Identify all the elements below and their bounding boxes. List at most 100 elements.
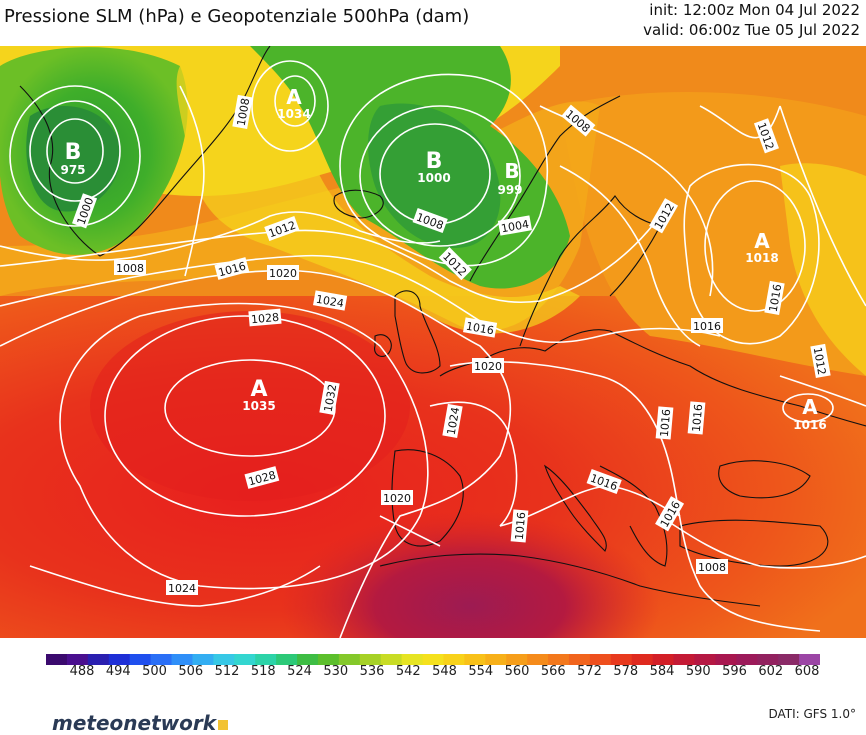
center-letter: B [504,159,519,183]
isobar-label: 1024 [442,403,463,438]
isobar-label-text: 1012 [811,346,829,376]
isobar-label: 1024 [166,580,198,595]
isobar-label: 1016 [764,280,785,315]
isobar-label: 1020 [267,265,299,280]
isobar-label: 1008 [232,94,253,129]
isobar-label: 1004 [497,215,532,236]
isobar-label-text: 1024 [315,293,345,311]
isobar-1018-russia [704,180,806,312]
isobar-label-text: 1016 [690,404,705,433]
logo-square-icon [218,720,229,730]
meteonetwork-logo: meteonetwork [52,711,229,735]
isobar-1032-greenland [274,75,316,127]
color-scale-swatch [506,654,528,665]
color-scale-swatch [422,654,444,665]
center-letter: A [754,229,770,253]
isobar-label-text: 1020 [383,492,411,505]
center-value: 1016 [793,418,826,432]
color-scale-swatch [527,654,549,665]
color-scale-swatch [778,654,800,665]
isobar-1028-greenland [251,60,329,152]
data-source: DATI: GFS 1.0° [768,707,856,721]
center-high-russia: A 1018 [745,229,778,265]
color-scale-swatch [485,654,507,665]
field-azores-core [90,311,410,501]
coast-black-sea [718,460,811,499]
color-scale-tick-label: 548 [432,664,457,679]
isobar-1000-greenland [9,85,141,227]
color-scale-swatch [380,654,403,665]
center-letter: A [286,85,302,109]
isobar-label: 1016 [655,406,674,440]
isobar-1012-north [559,165,701,347]
color-scale-swatch [464,654,486,665]
color-scale-swatch [757,654,779,665]
isobar-label: 1016 [687,401,706,435]
isobar-label-text: 1008 [698,561,726,574]
map-title: Pressione SLM (hPa) e Geopotenziale 500h… [4,6,470,27]
color-scale-swatch [213,654,235,665]
color-scale-swatch [317,654,340,665]
color-scale-tick-label: 542 [395,664,421,679]
color-scale-swatch [568,654,591,665]
coastlines [19,46,866,607]
isobar-984-greenland [46,118,104,184]
isobar-label-text: 1016 [693,320,721,333]
coast-europe [439,329,866,427]
isobar-1016-black [779,375,866,407]
center-value: 975 [60,163,85,177]
color-scale-tick-label: 602 [758,664,784,679]
color-scale-swatch [297,654,319,665]
isobar-1028 [104,315,386,517]
isobar-label: 1012 [810,343,831,378]
color-scale-swatch [276,654,298,665]
field-sahara-heat [280,511,660,638]
color-scale-tick-label: 590 [685,664,711,679]
isobar-label-text: 1008 [116,262,144,275]
color-scale-swatch [652,654,675,665]
color-scale-tick-label: 488 [69,664,95,679]
coast-greenland [19,46,271,257]
isobar-1008-east [659,515,866,569]
isobar-label-text: 1004 [500,218,530,236]
center-value: 1035 [242,399,275,413]
color-scale-swatch [108,654,131,665]
color-scale-swatch [234,654,256,665]
color-scale-swatch [192,654,214,665]
pressure-centers: B 975 A 1034 B 1000 B 999 A 1018 A 1016 … [60,85,826,432]
coast-norway [469,95,621,282]
isobar-label: 1008 [696,559,728,574]
isobar-1020 [0,269,512,638]
color-scale-tick-label: 560 [504,664,530,679]
isobar-label: 1016 [510,509,529,543]
isobar-1024-south [29,565,321,607]
coast-north-africa [379,553,761,607]
color-scale-tick-label: 506 [178,664,204,679]
color-scale-tick-label: 536 [359,664,385,679]
isobar-label-text: 1024 [168,582,196,595]
color-scale-swatch [694,654,716,665]
isobar-label: 1028 [248,308,282,327]
isobar-label-text: 1020 [269,267,297,280]
center-high-black-sea: A 1016 [793,395,826,432]
color-scale-tick-label: 578 [613,664,639,679]
run-info: init: 12:00z Mon 04 Jul 2022 valid: 06:0… [643,0,860,40]
isobar-label: 1020 [381,490,413,505]
field-east [560,92,866,377]
coast-british-isles [374,290,441,374]
isobar-1020-europe [429,401,518,527]
isobar-label: 1020 [472,358,504,373]
color-scale-swatch [799,654,820,665]
color-scale-swatch [715,654,737,665]
isobar-1016-anatolia [782,393,834,423]
center-letter: A [250,377,267,402]
center-value: 1000 [417,171,450,185]
isobar-label-text: 1016 [465,320,495,338]
color-scale-swatch [631,654,654,665]
color-scale-swatch [255,654,277,665]
color-scale-tick-label: 494 [105,664,131,679]
isobar-1016-russia [683,163,820,345]
isobar-1008-greenland-ne [179,85,205,277]
isobar-1012-east [699,105,866,307]
color-scale-tick-label: 530 [323,664,349,679]
